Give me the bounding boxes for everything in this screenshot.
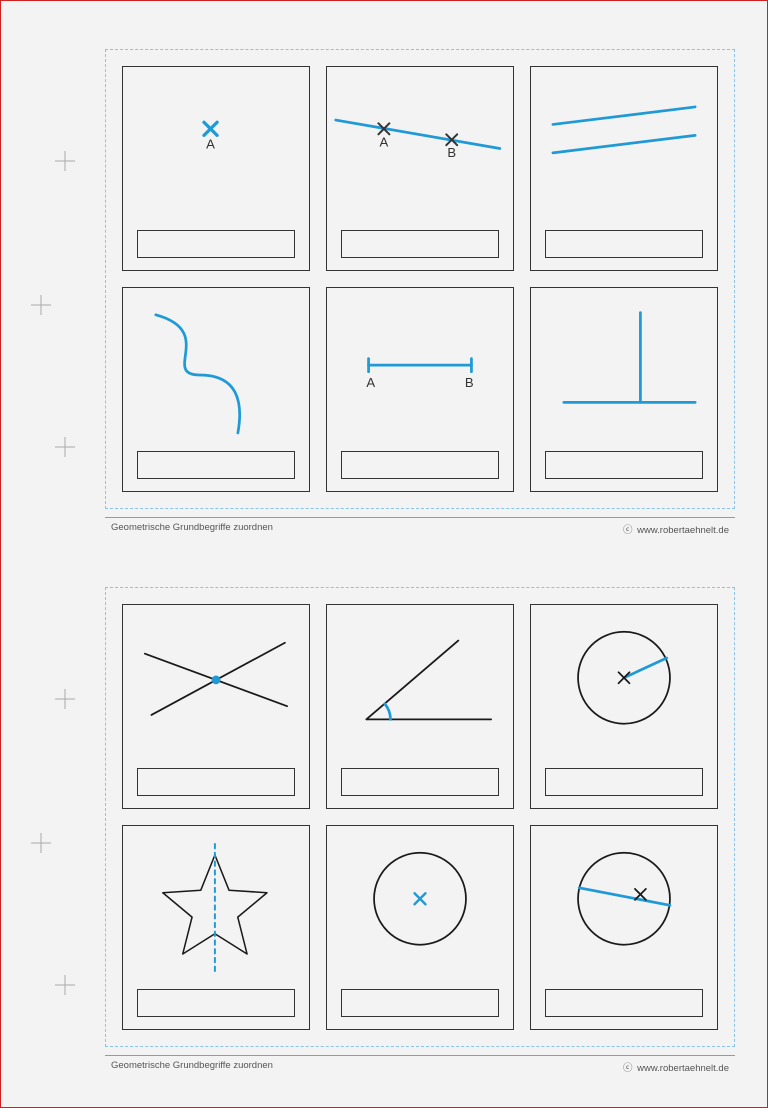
crop-mark — [55, 437, 75, 457]
answer-box[interactable] — [545, 230, 703, 258]
footer-credit: www.robertaehnelt.de — [623, 1060, 729, 1074]
card-point: A — [122, 66, 310, 271]
card-intersection — [122, 604, 310, 809]
card-center-point — [326, 825, 514, 1030]
footer-title: Geometrische Grundbegriffe zuordnen — [111, 1060, 273, 1074]
card-perpendicular — [530, 287, 718, 492]
answer-box[interactable] — [137, 989, 295, 1017]
crop-mark — [31, 295, 51, 315]
crop-mark — [55, 689, 75, 709]
answer-box[interactable] — [137, 230, 295, 258]
crop-mark — [55, 975, 75, 995]
worksheet-page-2: Geometrische Grundbegriffe zuordnen www.r… — [1, 579, 768, 1099]
card-area — [105, 587, 735, 1047]
svg-text:B: B — [465, 375, 474, 390]
card-symmetry-axis — [122, 825, 310, 1030]
card-chord — [530, 825, 718, 1030]
card-figure: A — [123, 67, 309, 230]
svg-text:A: A — [380, 134, 389, 149]
card-figure — [531, 67, 717, 230]
svg-text:B: B — [447, 145, 456, 160]
card-figure — [327, 826, 513, 989]
card-segment: AB — [326, 287, 514, 492]
answer-box[interactable] — [341, 451, 499, 479]
crop-mark — [31, 833, 51, 853]
card-parallel-lines — [530, 66, 718, 271]
svg-text:A: A — [206, 137, 215, 152]
card-figure — [531, 826, 717, 989]
card-figure — [531, 288, 717, 451]
card-figure — [531, 605, 717, 768]
answer-box[interactable] — [545, 989, 703, 1017]
answer-box[interactable] — [341, 768, 499, 796]
card-grid: AABAB — [106, 50, 734, 508]
svg-text:A: A — [366, 375, 375, 390]
footer-title: Geometrische Grundbegriffe zuordnen — [111, 522, 273, 536]
answer-box[interactable] — [341, 989, 499, 1017]
card-area: AABAB — [105, 49, 735, 509]
card-figure: AB — [327, 288, 513, 451]
card-figure — [123, 605, 309, 768]
card-curve — [122, 287, 310, 492]
footer-credit: www.robertaehnelt.de — [623, 522, 729, 536]
worksheet-page-1: AABABGeometrische Grundbegriffe zuordnen… — [1, 41, 768, 561]
card-radius — [530, 604, 718, 809]
card-figure: AB — [327, 67, 513, 230]
card-grid — [106, 588, 734, 1046]
crop-mark — [55, 151, 75, 171]
card-line-through-points: AB — [326, 66, 514, 271]
page-footer: Geometrische Grundbegriffe zuordnen www.r… — [105, 1055, 735, 1074]
card-figure — [327, 605, 513, 768]
answer-box[interactable] — [137, 451, 295, 479]
answer-box[interactable] — [341, 230, 499, 258]
card-angle — [326, 604, 514, 809]
answer-box[interactable] — [545, 768, 703, 796]
card-figure — [123, 288, 309, 451]
answer-box[interactable] — [545, 451, 703, 479]
page-footer: Geometrische Grundbegriffe zuordnen www.r… — [105, 517, 735, 536]
answer-box[interactable] — [137, 768, 295, 796]
card-figure — [123, 826, 309, 989]
